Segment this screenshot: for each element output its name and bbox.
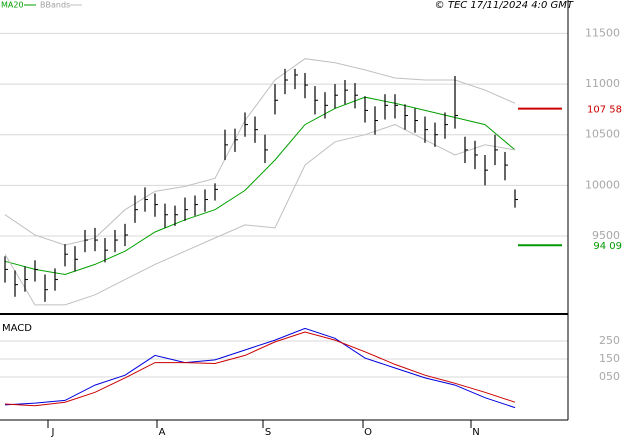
y-tick-label: 050 [599, 370, 620, 383]
legend-bbands: BBands [40, 1, 70, 10]
x-tick-label: S [265, 427, 271, 438]
legend-ma20: MA20 [1, 1, 24, 10]
y-tick-label: 10500 [585, 128, 620, 141]
level-label: 107 58 [587, 105, 622, 116]
macd-line [4, 327, 516, 409]
x-tick-label: J [51, 427, 55, 438]
y-tick-label: 10000 [585, 178, 620, 191]
level-label: 94 09 [593, 241, 622, 252]
y-tick-label: 150 [599, 352, 620, 365]
macd-line [4, 331, 516, 407]
y-tick-label: 9500 [592, 229, 620, 242]
ma-line [4, 96, 516, 276]
x-tick-label: O [364, 427, 372, 438]
source: © TEC 17/11/2024 4:0 GMT [435, 0, 574, 11]
x-tick-label: A [159, 427, 166, 438]
y-tick-label: 250 [599, 334, 620, 347]
y-tick-label: 11000 [585, 77, 620, 90]
panel-title: MACD [2, 323, 32, 334]
x-tick-label: N [472, 427, 479, 438]
band-upper [4, 58, 516, 246]
y-tick-label: 11500 [585, 26, 620, 39]
band-lower [4, 124, 516, 306]
